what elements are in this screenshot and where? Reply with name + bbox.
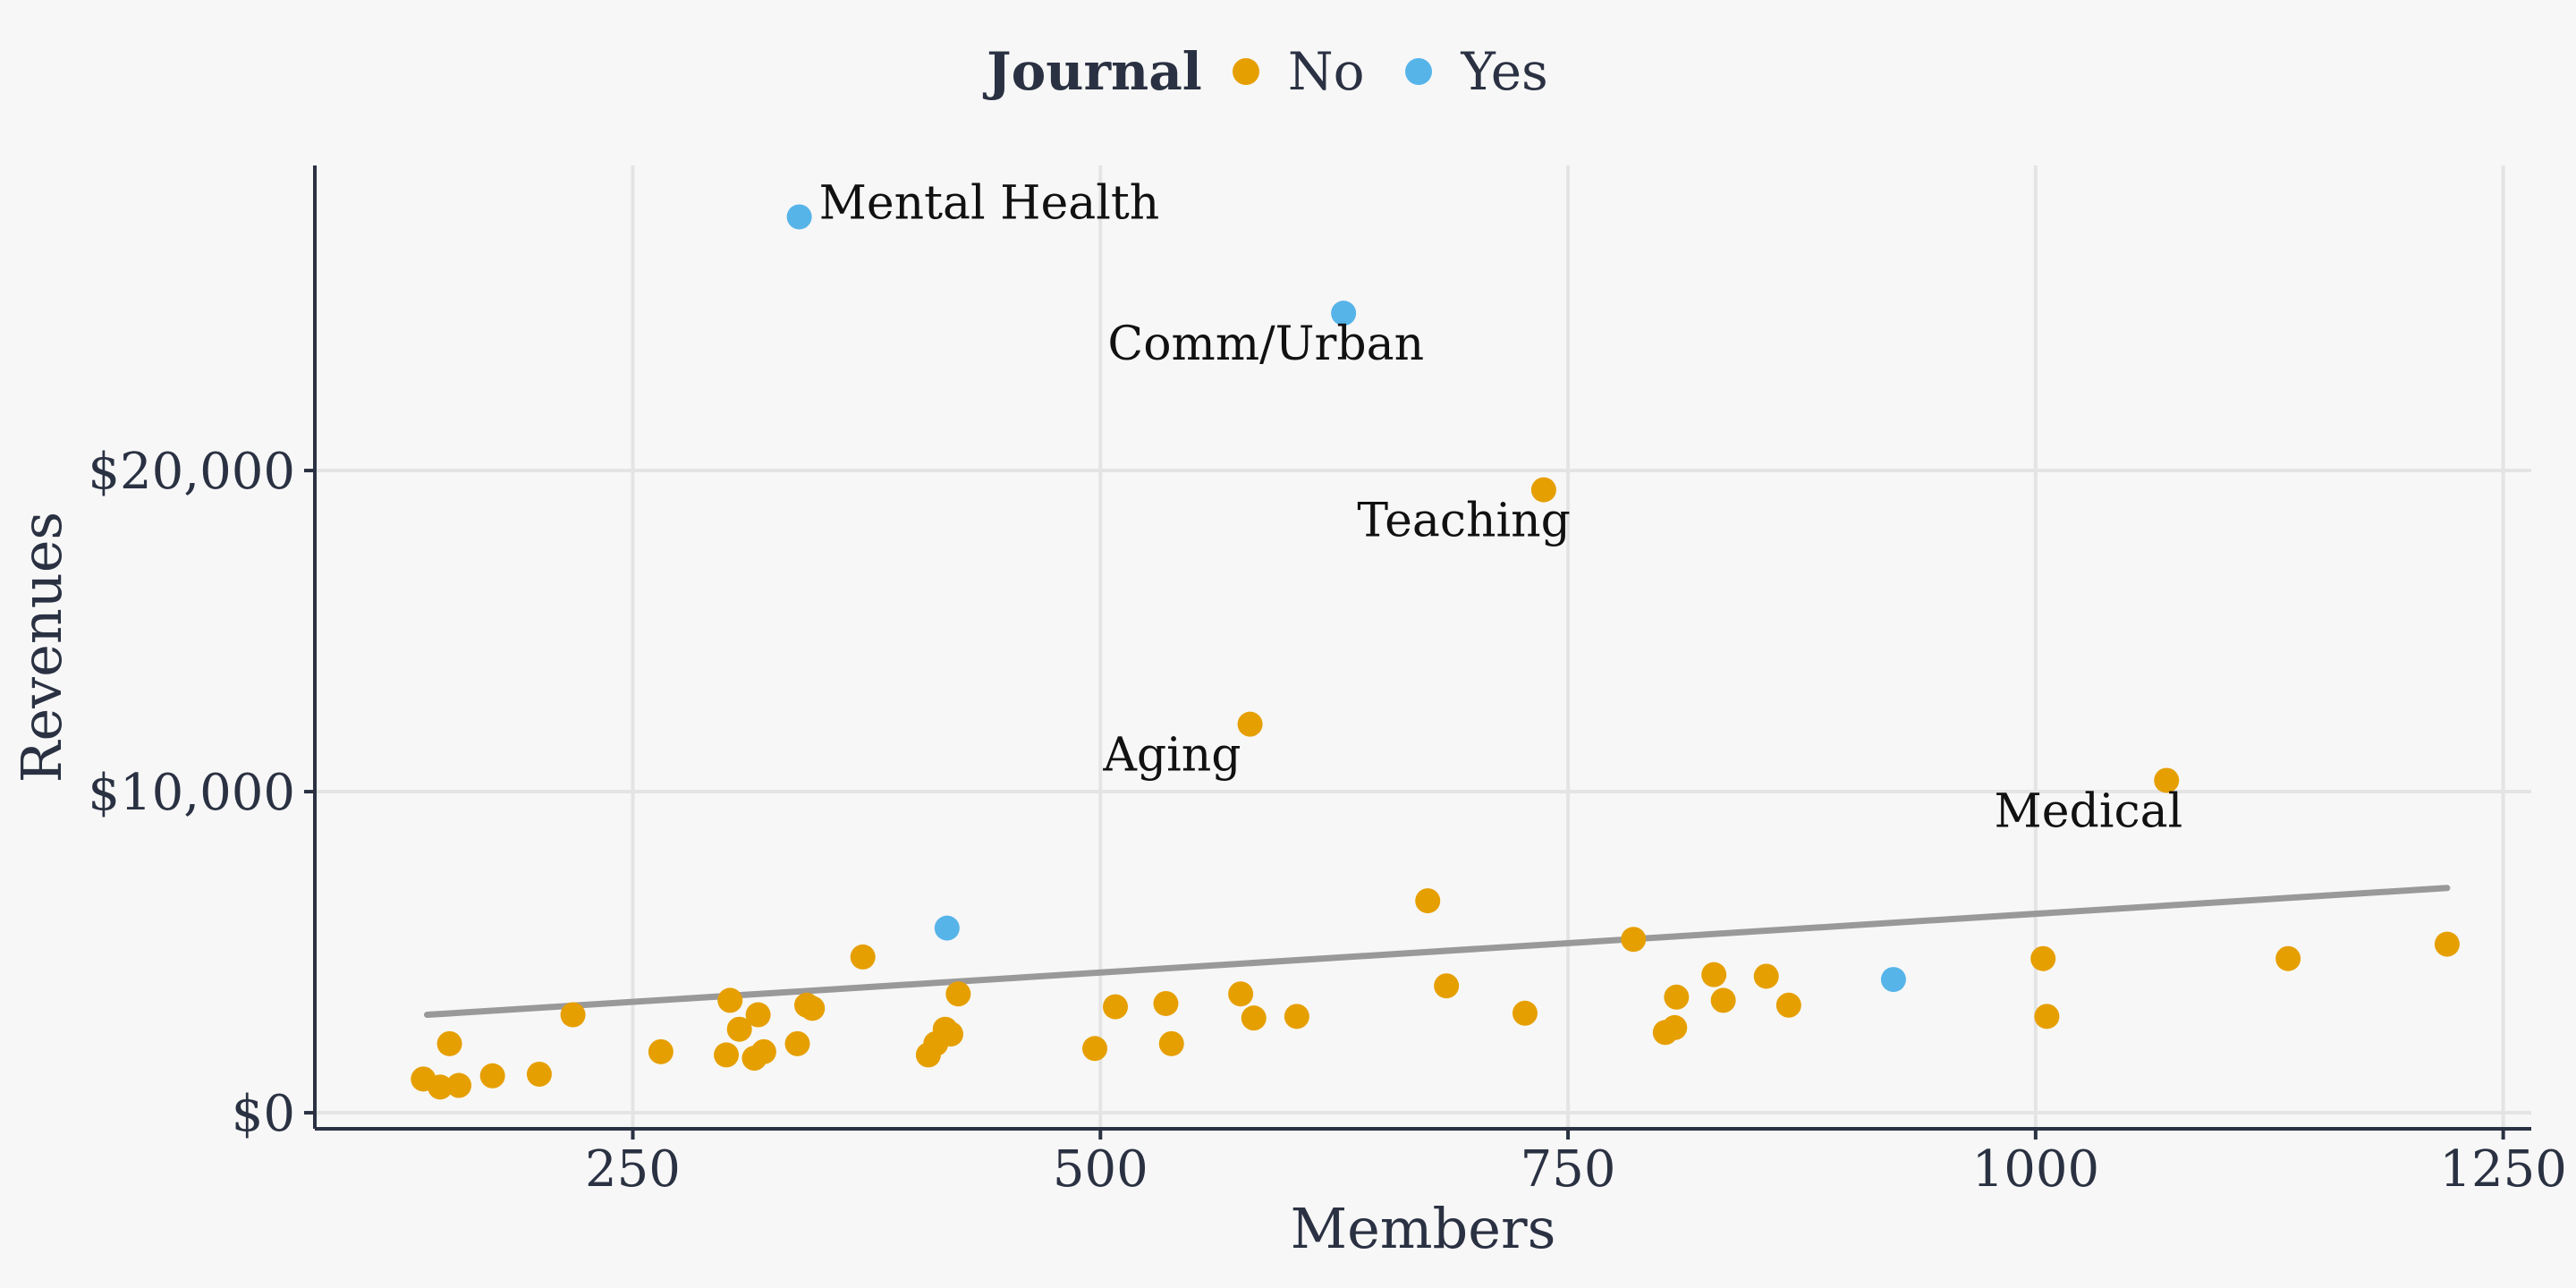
- data-point-no: [784, 1030, 810, 1056]
- point-annotation: Medical: [1995, 784, 2183, 838]
- data-point-no: [726, 1016, 752, 1042]
- data-point-no: [2034, 1004, 2060, 1030]
- data-point-no: [1621, 927, 1647, 953]
- data-point-no: [2434, 931, 2460, 957]
- data-point-no: [1415, 888, 1441, 914]
- data-point-yes: [786, 204, 812, 230]
- y-axis-title: Revenues: [9, 512, 74, 783]
- legend-label-no: No: [1287, 41, 1365, 102]
- data-point-no: [1512, 1000, 1538, 1026]
- legend: Journal No Yes: [0, 36, 2576, 107]
- point-annotation: Teaching: [1357, 495, 1570, 548]
- data-point-no: [648, 1038, 674, 1064]
- legend-label-yes: Yes: [1461, 41, 1548, 102]
- point-annotation: Aging: [1102, 729, 1241, 783]
- data-point-no: [1530, 477, 1556, 503]
- data-point-no: [1158, 1030, 1184, 1056]
- point-annotation: Comm/Urban: [1107, 318, 1424, 371]
- data-point-no: [937, 1021, 963, 1047]
- data-point-no: [560, 1002, 586, 1028]
- data-point-no: [1237, 711, 1263, 737]
- data-point-no: [800, 996, 826, 1021]
- x-tick-label: 1000: [1972, 1140, 2100, 1199]
- data-point-no: [446, 1072, 472, 1098]
- data-point-no: [479, 1063, 505, 1089]
- data-point-no: [714, 1042, 740, 1068]
- data-point-no: [945, 981, 971, 1007]
- data-point-no: [2275, 945, 2301, 971]
- legend-item-no: No: [1232, 41, 1365, 102]
- data-point-yes: [1880, 967, 1906, 993]
- data-point-no: [1664, 984, 1690, 1010]
- data-point-no: [1710, 987, 1736, 1013]
- legend-item-yes: Yes: [1405, 41, 1548, 102]
- data-point-no: [1082, 1036, 1108, 1062]
- x-axis-title: Members: [1291, 1196, 1556, 1261]
- legend-swatch-no: [1232, 58, 1259, 85]
- x-tick-label: 250: [585, 1140, 681, 1199]
- data-point-no: [745, 1002, 771, 1028]
- y-tick-label: $20,000: [88, 443, 295, 501]
- data-point-yes: [1331, 301, 1357, 326]
- data-point-no: [526, 1061, 552, 1087]
- legend-swatch-yes: [1405, 58, 1433, 85]
- data-point-no: [428, 1074, 453, 1100]
- data-point-no: [1775, 992, 1801, 1018]
- y-tick-label: $0: [232, 1085, 295, 1143]
- data-point-no: [1228, 981, 1254, 1007]
- data-point-no: [2154, 767, 2180, 793]
- data-point-no: [1241, 1005, 1267, 1031]
- data-point-no: [436, 1030, 462, 1056]
- data-point-no: [1153, 990, 1179, 1016]
- data-point-no: [717, 987, 743, 1013]
- x-tick-label: 750: [1521, 1140, 1616, 1199]
- data-point-no: [1284, 1004, 1309, 1030]
- data-point-no: [1701, 962, 1727, 987]
- data-point-no: [1662, 1014, 1688, 1040]
- data-point-no: [1434, 973, 1460, 999]
- trend-line: [423, 885, 2451, 1019]
- data-point-no: [1103, 994, 1129, 1020]
- data-point-no: [850, 944, 876, 970]
- data-point-no: [1753, 963, 1779, 989]
- point-annotation: Mental Health: [819, 176, 1160, 230]
- data-point-yes: [934, 915, 960, 941]
- x-tick-label: 1250: [2439, 1140, 2567, 1199]
- legend-title: Journal: [987, 41, 1202, 102]
- y-tick-label: $10,000: [88, 764, 295, 822]
- x-tick-label: 500: [1053, 1140, 1148, 1199]
- data-point-no: [2030, 945, 2056, 971]
- data-point-no: [750, 1038, 776, 1064]
